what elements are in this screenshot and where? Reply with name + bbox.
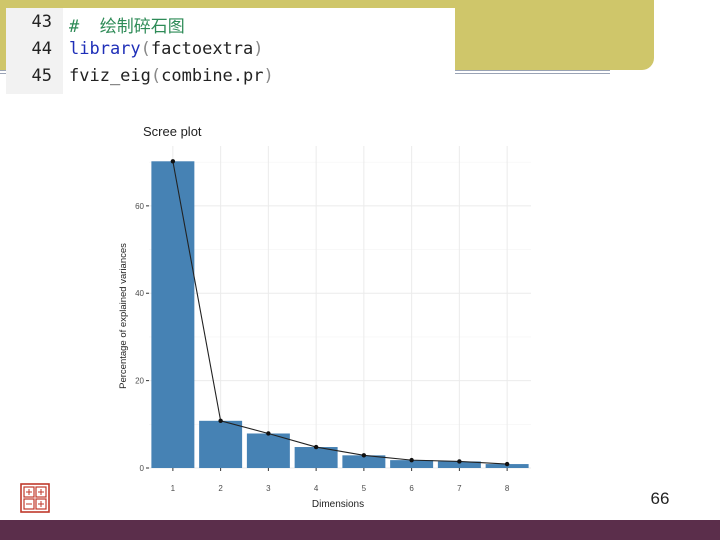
scree-plot: Scree plot 0 20 40 60 1 2 3 4 5 6 7 8 Dimensions Pe… [113,116,535,514]
y-tick-label: 40 [135,289,144,298]
x-tick-label: 2 [218,484,223,493]
code-argument: combine.pr [161,66,264,86]
x-tick-label: 5 [362,484,367,493]
bar-4 [294,447,338,468]
data-point-6 [409,457,414,463]
y-tick-label: 0 [140,464,145,473]
y-tick-label: 20 [135,377,144,386]
bar-layer [151,161,529,468]
code-paren: ( [150,66,162,86]
x-tick-label: 8 [505,484,510,493]
data-point-7 [457,459,462,464]
x-tick-label: 7 [457,484,462,493]
series-line [172,161,508,465]
code-argument: factoextra [150,39,254,59]
bar-7 [437,461,481,468]
bar-2 [199,420,243,468]
code-function: fviz_eig [69,66,151,86]
line-layer [170,159,510,467]
x-tick-label: 4 [314,484,319,493]
data-point-4 [313,444,319,450]
bar-3 [246,433,290,468]
data-point-5 [361,453,367,458]
page-number: 66 [650,489,670,508]
code-line-library: library(factoextra) [69,39,264,59]
bar-5 [342,455,386,468]
data-point-2 [218,418,223,424]
seal-icon [20,483,50,513]
line-number: 43 [31,12,52,32]
data-point-1 [170,159,176,164]
y-tick-label: 60 [135,202,144,211]
bar-6 [390,460,434,468]
code-line-fviz: fviz_eig(combine.pr) [69,66,274,86]
code-paren: ) [263,66,274,86]
code-paren: ( [140,39,151,59]
data-point-3 [266,431,271,436]
scree-plot-svg: Scree plot 0 20 40 60 1 2 3 4 5 6 7 8 Dimensions Pe… [118,124,531,510]
x-axis-label: Dimensions [312,499,364,510]
line-number: 44 [31,39,52,59]
line-number-gutter [6,8,63,94]
x-tick-label: 6 [409,484,414,493]
footer-bar [0,520,720,540]
bar-1 [151,161,195,468]
x-tick-label: 1 [171,484,176,493]
grid-layer [149,146,531,469]
data-point-8 [504,461,510,467]
x-tick-label: 3 [266,484,271,493]
line-number: 45 [31,66,52,86]
chart-title: Scree plot [143,124,202,139]
axis-layer: 0 20 40 60 1 2 3 4 5 6 7 8 [135,202,510,493]
code-comment: # 绘制碎石图 [69,17,185,37]
y-axis-label: Percentage of explained variances [118,243,129,389]
code-paren: ) [253,39,264,59]
code-function: library [69,39,141,59]
code-block: 43 # 绘制碎石图 44 library(factoextra) 45 fvi… [6,8,455,94]
